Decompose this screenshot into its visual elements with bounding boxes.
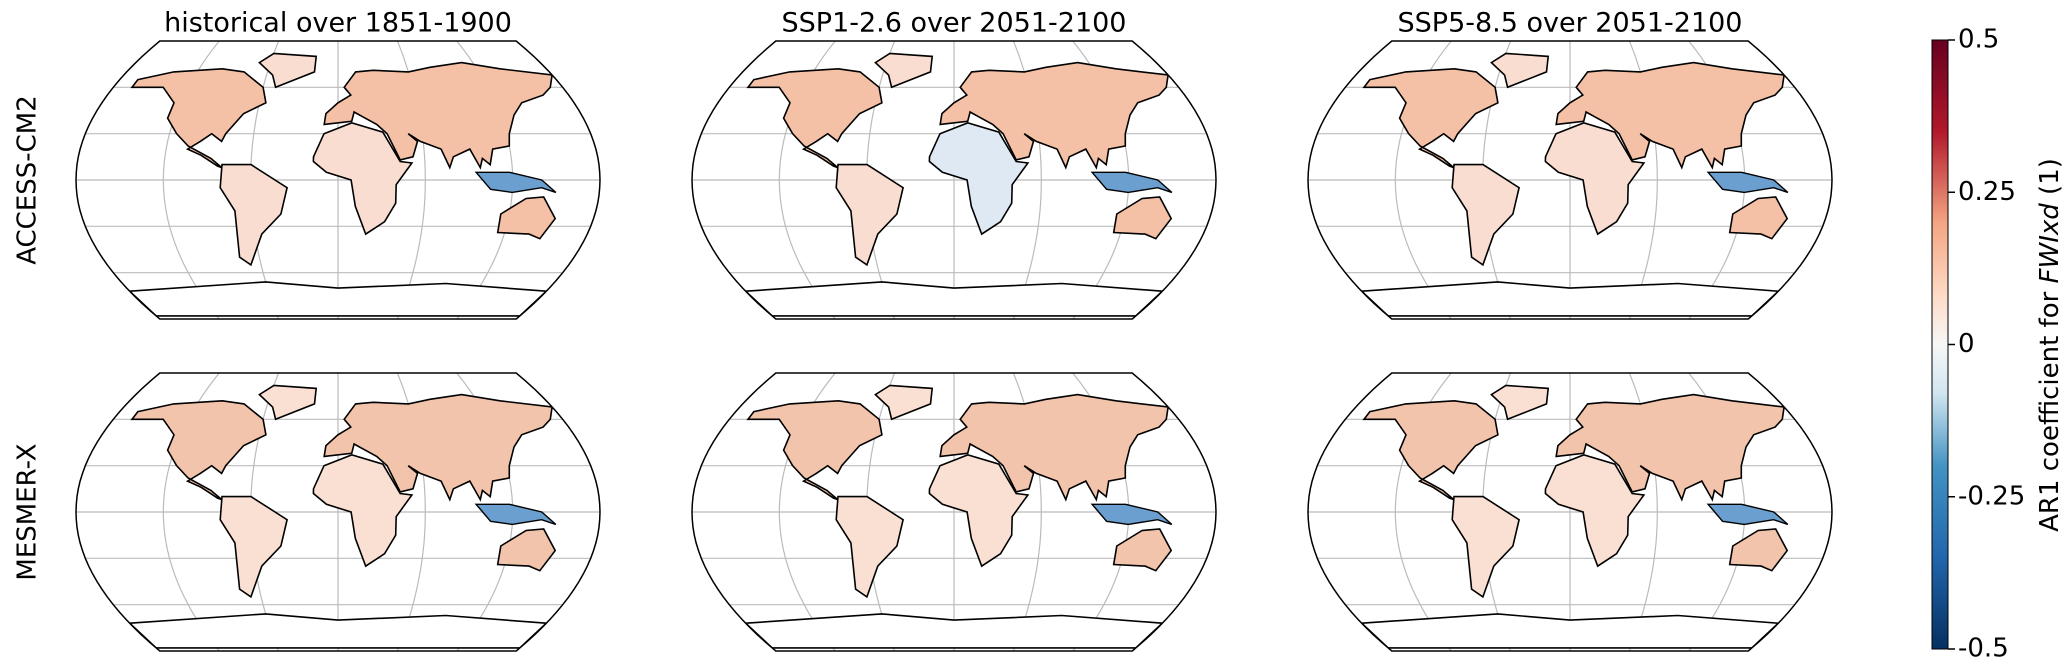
colorbar-tick-label: 0.5 [1958, 25, 1999, 55]
islands [1090, 503, 1173, 526]
continent [1359, 281, 1781, 317]
continent [835, 163, 905, 267]
continent [1359, 613, 1781, 649]
islands [1090, 171, 1173, 194]
map-outline [691, 40, 1217, 320]
continent [258, 384, 318, 421]
map-panel [691, 40, 1217, 320]
map-outline [1307, 40, 1833, 320]
colorbar-label-italic: FWIxd [2035, 203, 2065, 284]
continent [939, 61, 1170, 170]
continent [743, 613, 1165, 649]
colorbar-tick-label: 0.25 [1958, 177, 2016, 207]
continent [1490, 52, 1550, 89]
continent [1544, 454, 1646, 568]
continent [1544, 122, 1646, 236]
continent [928, 122, 1030, 236]
map-outline [75, 40, 601, 320]
map-panel [1307, 40, 1833, 320]
islands [474, 503, 557, 526]
colorbar-label: AR1 coefficient for FWIxd (1) [2035, 158, 2065, 532]
continent [874, 52, 934, 89]
map-outline [1307, 372, 1833, 652]
continent [323, 61, 554, 170]
continent [312, 454, 414, 568]
continent [1555, 61, 1786, 170]
continent [1112, 528, 1173, 572]
colorbar-label-text: AR1 coefficient for [2035, 283, 2065, 531]
colorbar-tick-label: -0.25 [1958, 481, 2025, 511]
continent [743, 281, 1165, 317]
column-title: SSP1-2.6 over 2051-2100 [782, 8, 1127, 39]
continent [1451, 495, 1521, 599]
continent [1362, 399, 1499, 501]
colorbar-tick-label: -0.5 [1958, 634, 2009, 664]
continent [258, 52, 318, 89]
map-panel [691, 372, 1217, 652]
map-panel [75, 40, 601, 320]
continent [127, 613, 549, 649]
column-title: SSP5-8.5 over 2051-2100 [1398, 8, 1743, 39]
continent [130, 399, 267, 501]
continent [130, 67, 267, 169]
continent [746, 67, 883, 169]
continent [874, 384, 934, 421]
islands [474, 171, 557, 194]
map-outline [691, 372, 1217, 652]
map-panels [75, 40, 1833, 652]
map-outline [75, 372, 601, 652]
continent [1362, 67, 1499, 169]
islands [1706, 171, 1789, 194]
colorbar-tick-label: 0 [1958, 329, 1975, 359]
continent [835, 495, 905, 599]
continent [1555, 393, 1786, 502]
continent [127, 281, 549, 317]
continent [939, 393, 1170, 502]
continent [219, 495, 289, 599]
row-label: ACCESS-CM2 [13, 95, 43, 265]
continent [746, 399, 883, 501]
continent [323, 393, 554, 502]
map-panel [75, 372, 601, 652]
colorbar [1931, 39, 1949, 650]
continent [219, 163, 289, 267]
colorbar-label-unit: (1) [2035, 158, 2065, 203]
continent [1490, 384, 1550, 421]
row-label: MESMER-X [13, 443, 43, 580]
continent [496, 196, 557, 240]
continent [1728, 528, 1789, 572]
map-panel [1307, 372, 1833, 652]
column-title: historical over 1851-1900 [164, 8, 512, 39]
continent [1112, 196, 1173, 240]
continent [312, 122, 414, 236]
continent [928, 454, 1030, 568]
islands [1706, 503, 1789, 526]
continent [1451, 163, 1521, 267]
continent [1728, 196, 1789, 240]
continent [496, 528, 557, 572]
